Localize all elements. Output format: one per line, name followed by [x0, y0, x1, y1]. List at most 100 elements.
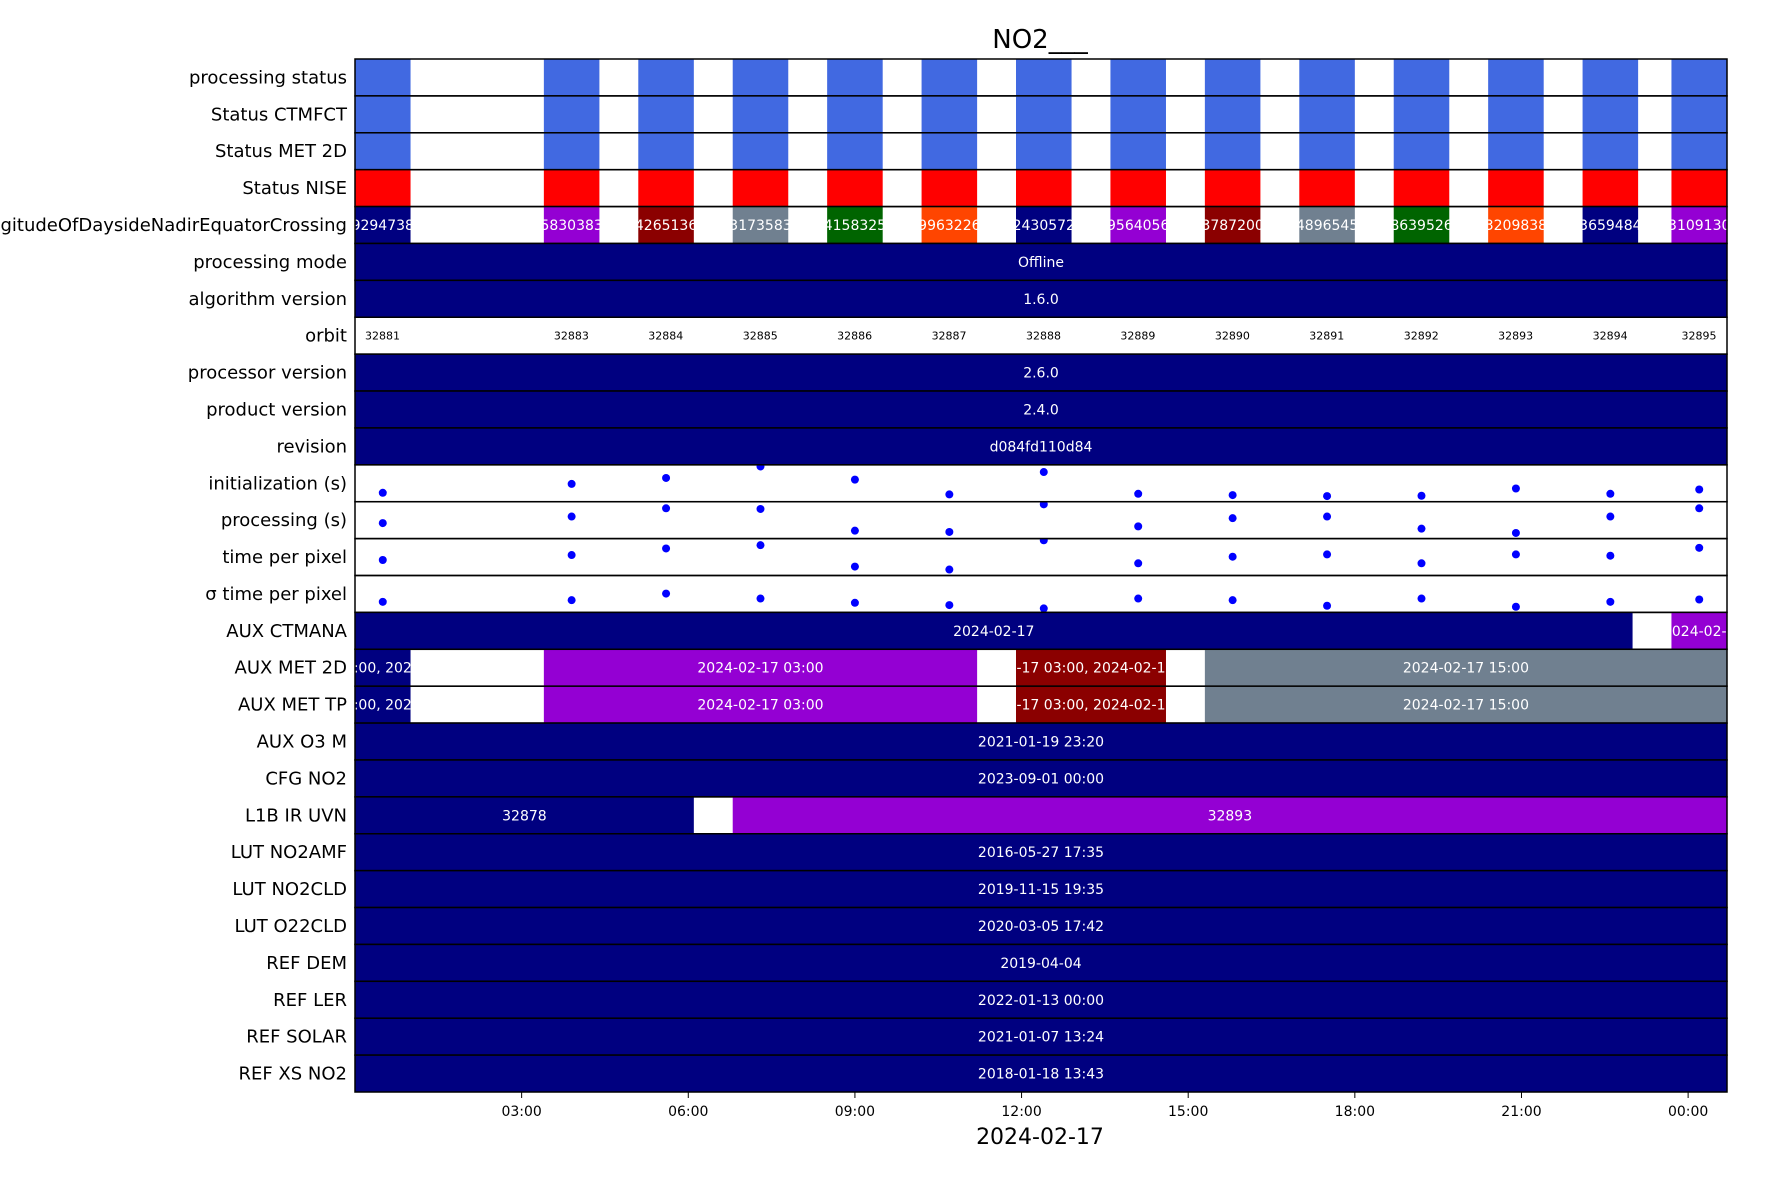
status-cell: [1204, 95, 1261, 133]
status-cell: [1204, 169, 1261, 207]
status-cell: [638, 59, 694, 96]
data-point: [662, 504, 671, 513]
segment-bar: [1016, 649, 1166, 687]
row-content: 2021-01-07 13:24: [355, 1018, 1727, 1056]
status-cell: [1110, 169, 1166, 207]
status-cell: [1582, 132, 1639, 170]
orbit-number: 32890: [1215, 330, 1250, 343]
orbit-number: 32893: [1498, 330, 1533, 343]
segment-label: 2.4.0: [1023, 402, 1059, 418]
row-content: 2023-09-01 00:00: [355, 759, 1727, 797]
status-cell: [1110, 132, 1166, 170]
row-border: [354, 500, 1728, 540]
segment-label: d084fd110d84: [990, 439, 1093, 455]
data-point: [567, 551, 576, 560]
segment-label: 32878: [502, 808, 547, 824]
longitude-value: 5830383: [540, 218, 602, 234]
status-cell: [921, 132, 978, 170]
row-12: processing (s): [221, 500, 1728, 540]
longitude-cell: [1204, 206, 1261, 244]
longitude-value: 3659484: [1579, 218, 1641, 234]
status-cell: [1671, 95, 1727, 133]
data-point: [1228, 491, 1237, 500]
status-cell: [732, 59, 789, 96]
segment-label: 2024-02-17 15:00: [1403, 661, 1529, 677]
row-label: processing mode: [193, 252, 347, 273]
segment-bar: [355, 981, 1727, 1019]
status-cell: [827, 95, 883, 133]
data-point: [1511, 484, 1520, 493]
status-cell: [355, 132, 411, 170]
x-tick-label: 18:00: [1335, 1104, 1375, 1120]
data-point: [1134, 594, 1143, 603]
data-point: [945, 565, 954, 574]
orbit-number: 32886: [837, 330, 872, 343]
status-cell: [1393, 169, 1450, 207]
longitude-cell: [1016, 206, 1072, 244]
row-label: product version: [206, 399, 347, 420]
orbit-number: 32885: [743, 330, 778, 343]
status-cell: [543, 132, 600, 170]
row-label: Status CTMFCT: [211, 104, 348, 125]
status-cell: [355, 95, 411, 133]
row-label: processing status: [189, 67, 347, 88]
orbit-number: 32888: [1026, 330, 1061, 343]
row-label: REF XS NO2: [238, 1064, 347, 1085]
status-cell: [1204, 132, 1261, 170]
row-content: 2019-11-15 19:35: [355, 870, 1727, 908]
x-tick-label: 03:00: [501, 1104, 541, 1120]
orbit-number: 32894: [1593, 330, 1628, 343]
status-cell: [1582, 95, 1639, 133]
row-27: REF XS NO2 2018-01-18 13:43: [238, 1054, 1728, 1093]
segment-label: 2016-05-27 17:35: [978, 845, 1104, 861]
segment-label: 2-17 03:00, 2024-02-17: [1008, 661, 1175, 677]
row-24: REF DEM 2019-04-04: [266, 943, 1728, 983]
longitude-cell: [355, 206, 411, 244]
orbit-number: 32895: [1681, 330, 1716, 343]
data-point: [945, 527, 954, 536]
data-point: [1417, 491, 1426, 500]
data-point: [945, 601, 954, 610]
row-content: 5:00, 2024 2024-02-17 03:00 2-17 03:00, 20…: [355, 649, 1727, 687]
row-25: REF LER 2022-01-13 00:00: [273, 980, 1728, 1019]
status-cell: [1582, 59, 1639, 96]
segment-bar: [1204, 686, 1727, 724]
data-point: [1606, 512, 1615, 521]
status-cell: [921, 59, 978, 96]
row-13: time per pixel: [222, 537, 1728, 577]
orbit-number: 32881: [365, 330, 400, 343]
data-point: [662, 473, 671, 482]
row-content: [378, 538, 1704, 574]
segment-bar: [355, 723, 1727, 760]
x-axis: 03:00 06:00 09:00 12:00 15:00 18:00 21:00 00:00: [501, 1092, 1708, 1120]
longitude-cell: [543, 206, 600, 244]
data-point: [1039, 501, 1048, 509]
data-point: [945, 490, 954, 499]
data-point: [662, 544, 671, 553]
status-cell: [1671, 59, 1727, 96]
longitude-cell: [1110, 206, 1166, 244]
row-label: REF DEM: [266, 953, 347, 974]
segment-bar: [355, 907, 1727, 945]
x-tick-label: 09:00: [835, 1104, 875, 1120]
data-point: [1695, 595, 1704, 604]
segment-label: 5:00, 2024: [345, 698, 421, 714]
data-point: [1134, 522, 1143, 531]
longitude-value: 4158325: [824, 218, 886, 234]
row-content: 2022-01-13 00:00: [355, 981, 1727, 1019]
row-7: orbit 32881 32883 32884 32885 32886 32887 32888…: [305, 316, 1728, 355]
data-point: [1134, 559, 1143, 568]
row-border: [354, 1054, 1728, 1093]
data-point: [850, 562, 859, 571]
data-point: [1228, 552, 1237, 561]
segment-bar: [355, 427, 1727, 465]
segment-label: 2019-04-04: [1000, 956, 1081, 972]
data-point: [1323, 601, 1332, 610]
row-label: LUT NO2AMF: [231, 842, 347, 863]
longitude-cell: [1299, 206, 1355, 244]
segment-bar: [355, 354, 1727, 392]
row-10: revision d084fd110d84: [276, 427, 1728, 466]
segment-label: 2024-02-17 03:00: [697, 698, 823, 714]
row-content: [355, 59, 1727, 96]
x-tick-label: 06:00: [668, 1104, 708, 1120]
